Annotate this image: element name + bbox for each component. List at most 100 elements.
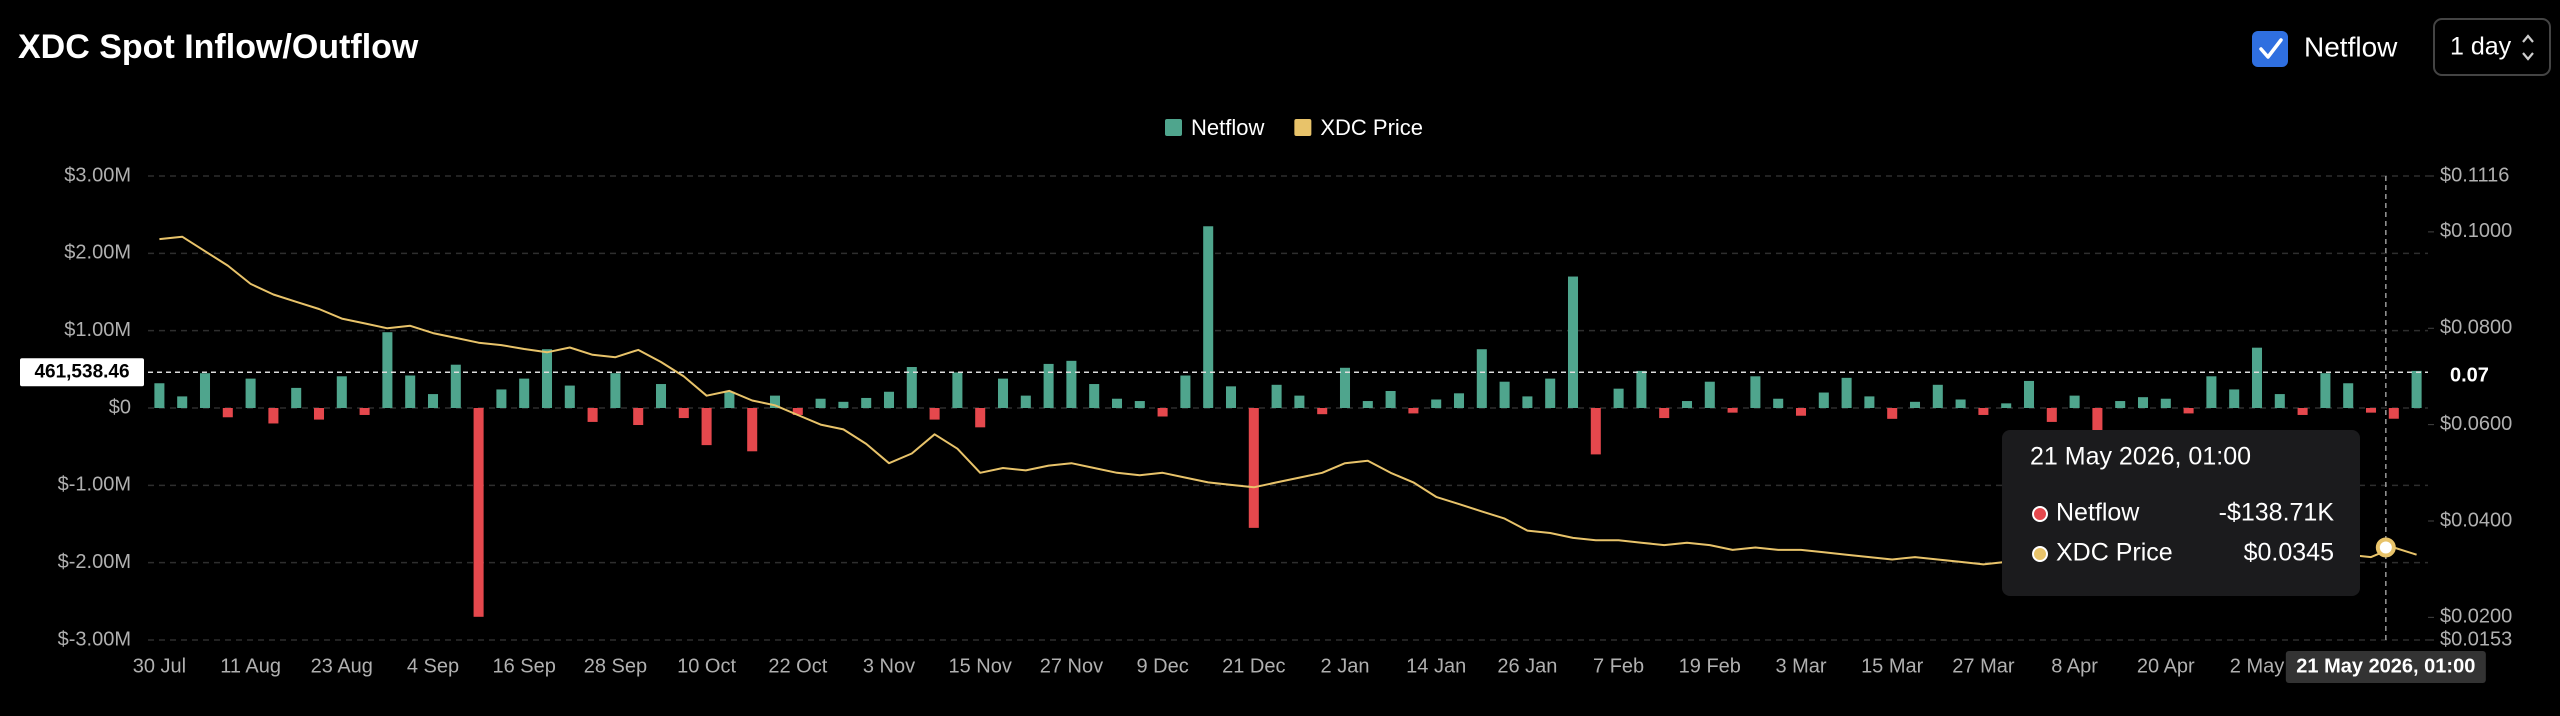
bar (929, 408, 940, 420)
tooltip-box (2002, 430, 2360, 596)
checkmark (2259, 38, 2283, 59)
bar (564, 385, 575, 408)
chart-title: XDC Spot Inflow/Outflow (18, 28, 419, 66)
bar (1385, 390, 1396, 408)
bar (1955, 399, 1966, 408)
bar (1111, 398, 1123, 408)
x-tick-label: 4 Sep (407, 655, 459, 677)
legend: Netflow XDC Price (1165, 115, 1423, 140)
tooltip-dot (2032, 546, 2048, 562)
x-tick-label: 27 Nov (1040, 655, 1103, 677)
legend-label: Netflow (1191, 115, 1264, 140)
bar (1157, 408, 1168, 417)
bar (450, 364, 461, 408)
y-tick-label: $0 (109, 396, 131, 418)
bar (1499, 381, 1510, 408)
bar (2297, 408, 2308, 415)
bar (1043, 363, 1054, 408)
bar (2343, 383, 2354, 408)
x-tick-label: 16 Sep (493, 655, 556, 677)
crosshair-y-label: 461,538.46 (34, 361, 129, 382)
bar (154, 383, 165, 408)
x-tick-label: 14 Jan (1406, 655, 1466, 677)
bar (952, 372, 963, 408)
y2-tick-label: $0.0400 (2440, 509, 2512, 531)
bar (541, 349, 553, 408)
x-tick-label: 26 Jan (1497, 655, 1557, 677)
bar (496, 389, 507, 408)
bar (1339, 367, 1351, 408)
bar (1887, 408, 1898, 419)
x-tick-label: 30 Jul (133, 655, 186, 677)
y-tick-label: $1.00M (64, 319, 131, 341)
bar (2388, 408, 2399, 419)
bar (1248, 408, 1259, 528)
bar (427, 394, 439, 408)
tooltip: 21 May 2026, 01:00 Netflow -$138.71K XDC Pr… (2002, 430, 2360, 596)
y-tick-label: $-3.00M (58, 628, 131, 650)
y2-tick-label: $0.1000 (2440, 220, 2512, 242)
x-tick-label: 15 Nov (949, 655, 1012, 677)
bar (177, 396, 188, 408)
bar (359, 408, 370, 415)
bar (769, 395, 781, 408)
bar (2023, 380, 2035, 408)
bar (1567, 276, 1579, 408)
bar (1545, 378, 1556, 408)
bar (2274, 394, 2285, 408)
bar (1203, 226, 1214, 408)
y-tick-label: $2.00M (64, 242, 131, 264)
bar (222, 408, 233, 418)
bar (633, 408, 644, 426)
x-tick-label: 9 Dec (1136, 655, 1188, 677)
hover-point (2375, 537, 2396, 558)
bar (245, 378, 256, 408)
bar (1978, 408, 1989, 415)
bar (1909, 401, 1921, 408)
bar (473, 408, 484, 617)
crosshair-y-box (20, 358, 144, 387)
bar (1522, 396, 1533, 408)
crosshair-x-box (2285, 651, 2486, 683)
bar (1066, 360, 1077, 408)
checkbox-box[interactable] (2252, 31, 2288, 67)
bar (382, 332, 393, 408)
bar (1613, 388, 1624, 408)
bar (610, 373, 621, 408)
bar (2320, 373, 2331, 408)
tooltip-item-value: $0.0345 (2244, 539, 2334, 567)
bar (1590, 408, 1601, 455)
bar (1841, 377, 1852, 408)
bar (519, 378, 530, 408)
bar (724, 391, 735, 408)
bar (975, 408, 986, 428)
checkbox[interactable] (2252, 31, 2288, 67)
crosshair-y2-label: 0.07 (2450, 365, 2489, 387)
interval-label[interactable]: 1 day (2450, 33, 2512, 61)
x-tick-label: 11 Aug (220, 655, 281, 677)
x-tick-label: 28 Sep (584, 655, 647, 677)
bar (883, 391, 895, 408)
bar (268, 408, 279, 424)
bar (2183, 408, 2194, 414)
bar (1453, 393, 1465, 408)
bar (1818, 392, 1829, 408)
bar (655, 384, 667, 408)
bar (1681, 401, 1693, 408)
bar (1271, 384, 1282, 408)
crosshair-x-label: 21 May 2026, 01:00 (2296, 655, 2475, 677)
bar (861, 397, 872, 408)
bar (1408, 408, 1419, 414)
x-tick-label: 27 Mar (1952, 655, 2015, 677)
bar (2365, 408, 2377, 413)
bar (2206, 376, 2217, 408)
select-chevron (2522, 34, 2534, 61)
y2-tick-label: $0.1116 (2440, 164, 2509, 186)
checkbox-label[interactable]: Netflow (2304, 31, 2398, 62)
tooltip-item-name: XDC Price (2056, 539, 2173, 567)
tooltip-dot (2032, 506, 2048, 522)
bar (701, 408, 712, 446)
bar (2251, 347, 2263, 408)
interval-select[interactable] (2433, 18, 2551, 76)
